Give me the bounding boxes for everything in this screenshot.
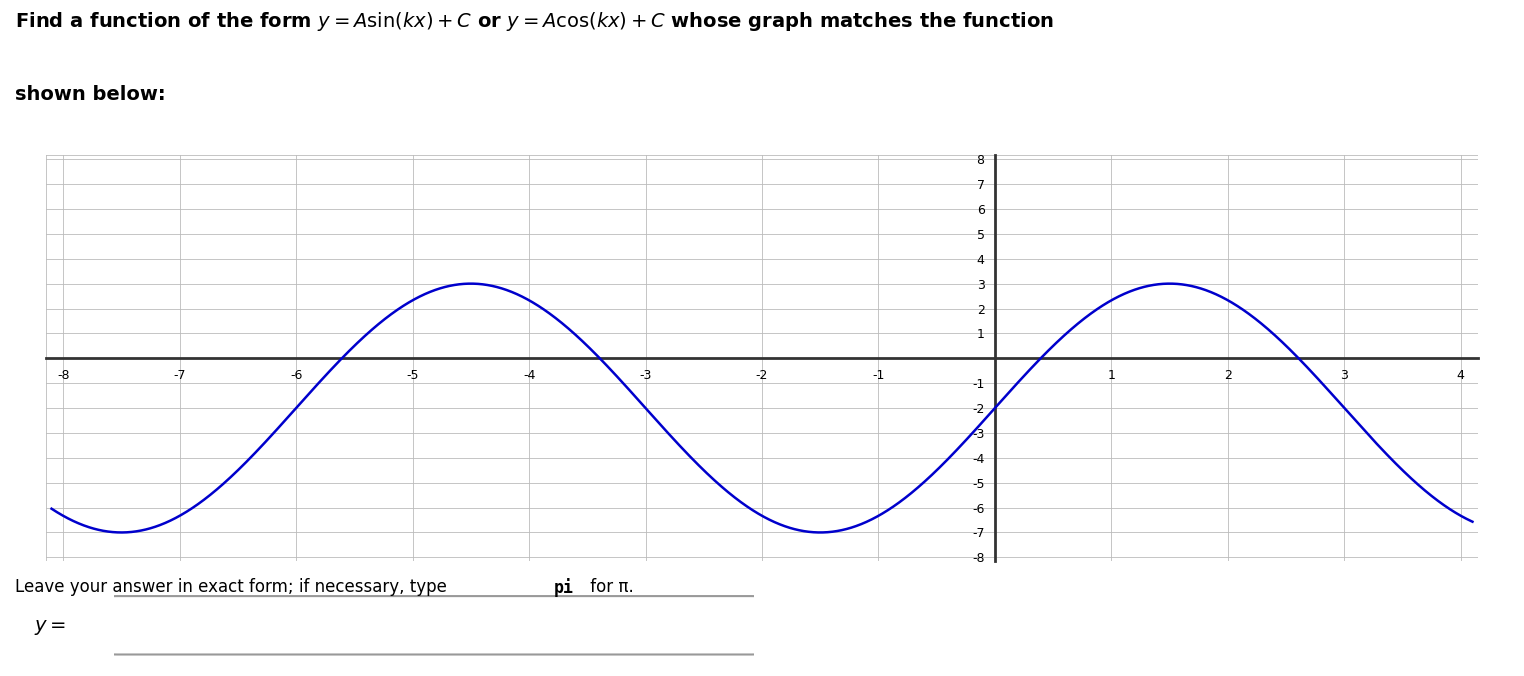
- Text: Leave your answer in exact form; if necessary, type: Leave your answer in exact form; if nece…: [15, 578, 453, 596]
- Text: Find a function of the form $y = A\sin(kx) + C$ or $y = A\cos(kx) + C$ whose gra: Find a function of the form $y = A\sin(k…: [15, 10, 1055, 33]
- FancyBboxPatch shape: [98, 596, 771, 654]
- Text: for π.: for π.: [585, 578, 634, 596]
- Text: shown below:: shown below:: [15, 84, 166, 103]
- Text: pi: pi: [553, 578, 575, 597]
- Text: $y =$: $y =$: [34, 618, 66, 637]
